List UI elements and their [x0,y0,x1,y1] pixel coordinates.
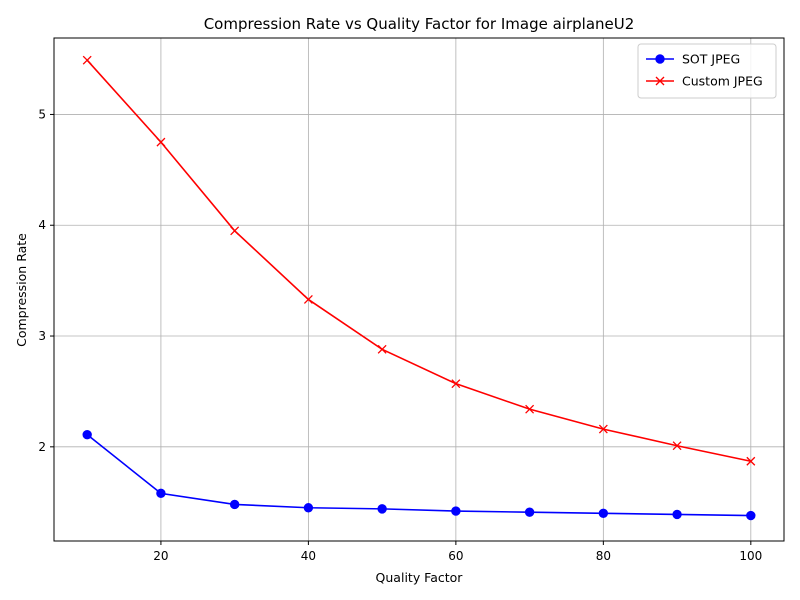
plot-frame [53,37,785,542]
chart-title: Compression Rate vs Quality Factor for I… [204,15,635,33]
data-point-sot-jpeg [156,488,166,499]
x-tick-label: 20 [153,549,168,563]
y-tick-label: 4 [38,218,46,232]
y-tick-label: 3 [38,329,46,343]
legend: SOT JPEG Custom JPEG [637,43,777,99]
data-point-custom-jpeg [525,404,535,414]
series-sot-jpeg [82,429,756,521]
data-point-custom-jpeg [82,55,92,65]
series-line-sot-jpeg [86,434,751,517]
data-point-custom-jpeg-stroke [82,55,92,65]
data-point-custom-jpeg-stroke [525,404,535,414]
data-point-custom-jpeg-stroke [451,379,461,389]
data-point-sot-jpeg [82,429,92,440]
y-axis-label: Compression Rate [14,233,29,347]
x-tick-label: 100 [739,549,762,563]
data-point-custom-jpeg-stroke [230,226,240,236]
data-point-sot-jpeg [598,508,609,519]
data-point-sot-jpeg [303,503,314,513]
y-tick-label: 2 [38,440,46,454]
data-point-custom-jpeg [598,424,608,434]
data-point-custom-jpeg [156,137,166,147]
series-custom-jpeg [82,55,756,466]
data-point-custom-jpeg [230,226,240,236]
data-point-sot-jpeg [229,499,240,510]
series-line-custom-jpeg [86,59,751,463]
x-tick-label: 80 [596,549,611,563]
data-point-custom-jpeg [451,379,461,389]
legend-marker-custom-jpeg-stroke [655,76,665,86]
data-point-custom-jpeg-stroke [672,441,682,451]
x-axis-label: Quality Factor [376,570,464,585]
legend-label-custom-jpeg: Custom JPEG [682,74,763,89]
data-point-custom-jpeg [377,344,387,354]
legend-label-sot-jpeg: SOT JPEG [682,52,740,67]
x-tick-label: 60 [448,549,463,563]
data-point-custom-jpeg [672,441,682,451]
data-point-custom-jpeg-stroke [303,295,313,304]
y-tick-label: 5 [38,107,46,121]
data-point-sot-jpeg [746,510,756,521]
data-point-custom-jpeg-stroke [598,424,608,434]
data-point-sot-jpeg [451,506,461,516]
series-layer [82,55,756,521]
data-point-custom-jpeg-stroke [377,344,387,354]
data-point-sot-jpeg [672,509,682,520]
legend-marker-custom-jpeg [655,76,665,86]
grid [54,38,784,541]
data-point-custom-jpeg [303,295,313,304]
data-point-custom-jpeg [746,456,756,466]
ticks: 20 40 60 80 100 2 3 4 5 [38,107,762,563]
data-point-sot-jpeg [524,507,535,517]
x-tick-label: 40 [301,549,316,563]
data-point-custom-jpeg-stroke [156,137,166,147]
legend-marker-sot-jpeg [655,54,665,64]
data-point-custom-jpeg-stroke [746,456,756,466]
legend-box [637,43,777,99]
data-point-sot-jpeg [377,504,387,514]
